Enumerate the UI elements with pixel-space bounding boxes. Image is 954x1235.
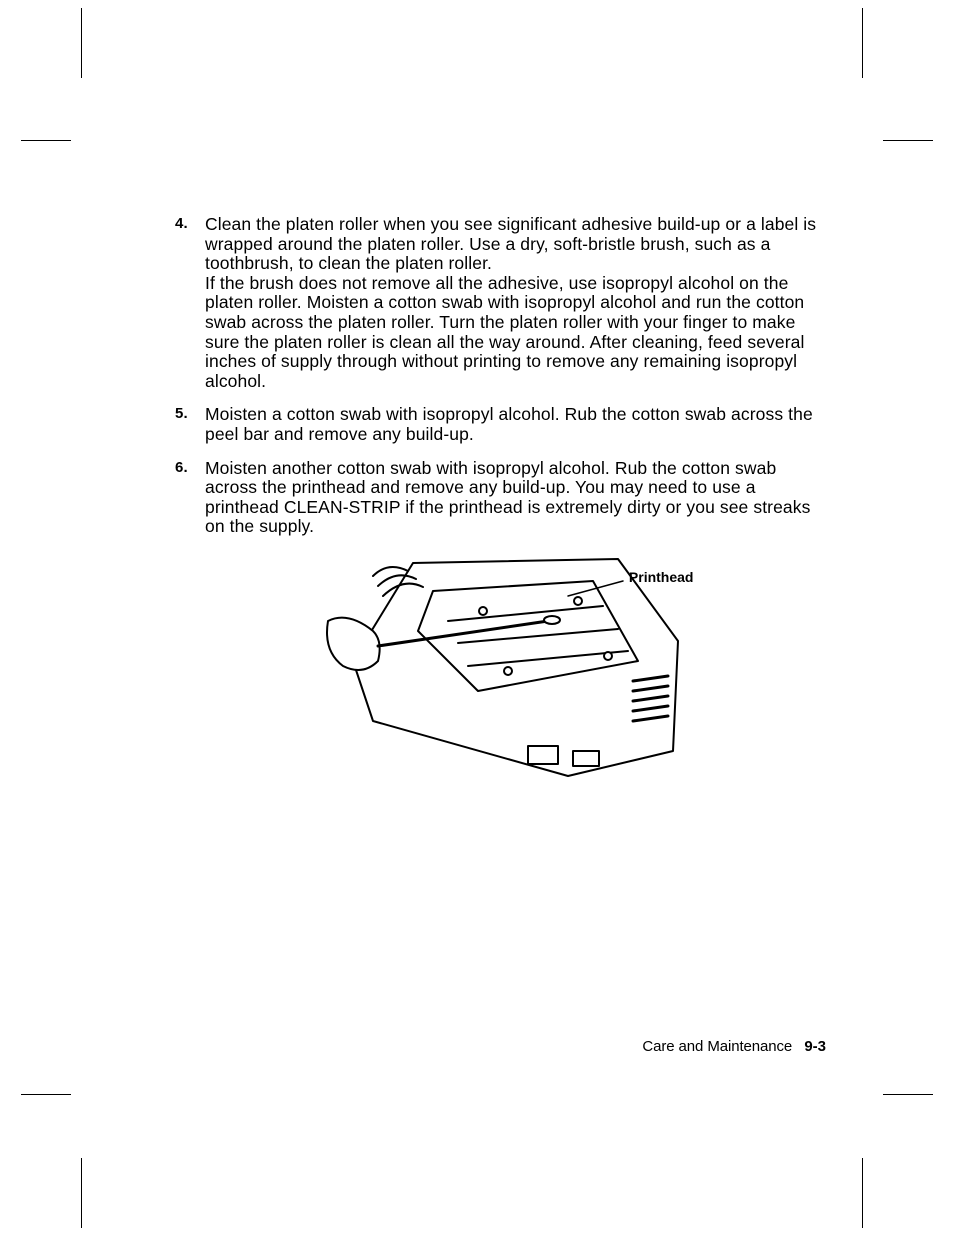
crop-mark bbox=[862, 8, 863, 78]
crop-mark bbox=[883, 140, 933, 141]
crop-mark bbox=[862, 1158, 863, 1228]
step-4: 4. Clean the platen roller when you see … bbox=[175, 215, 830, 391]
page-footer: Care and Maintenance 9-3 bbox=[642, 1038, 826, 1055]
step-number: 5. bbox=[175, 406, 188, 423]
crop-mark bbox=[81, 8, 82, 78]
step-text: Moisten another cotton swab with isoprop… bbox=[205, 458, 810, 537]
figure-container: Printhead bbox=[175, 551, 830, 786]
footer-section: Care and Maintenance bbox=[642, 1038, 792, 1055]
instruction-list: 4. Clean the platen roller when you see … bbox=[175, 215, 830, 537]
step-number: 4. bbox=[175, 216, 188, 233]
step-6: 6. Moisten another cotton swab with isop… bbox=[175, 459, 830, 537]
step-text: Moisten a cotton swab with isopropyl alc… bbox=[205, 404, 813, 444]
step-number: 6. bbox=[175, 460, 188, 477]
step-5: 5. Moisten a cotton swab with isopropyl … bbox=[175, 405, 830, 444]
printhead-figure: Printhead bbox=[318, 551, 688, 781]
page-body: 4. Clean the platen roller when you see … bbox=[175, 215, 830, 786]
printhead-illustration-icon bbox=[318, 551, 688, 781]
step-text: Clean the platen roller when you see sig… bbox=[205, 214, 816, 391]
footer-page-number: 9-3 bbox=[804, 1038, 826, 1055]
crop-mark bbox=[21, 1094, 71, 1095]
crop-mark bbox=[81, 1158, 82, 1228]
figure-label: Printhead bbox=[629, 569, 694, 585]
crop-mark bbox=[883, 1094, 933, 1095]
crop-mark bbox=[21, 140, 71, 141]
